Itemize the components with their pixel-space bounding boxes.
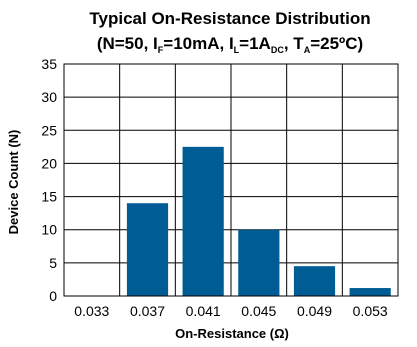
y-tick-label: 35	[41, 56, 57, 72]
bar-0.041	[182, 146, 224, 296]
bar-0.049	[293, 266, 336, 296]
x-tick-label: 0.045	[241, 303, 276, 319]
y-tick-label: 0	[49, 288, 57, 304]
y-tick-label: 20	[41, 155, 57, 171]
chart-subtitle: (N=50, IF=10mA, IL=1ADC, TA=25ºC)	[97, 34, 363, 55]
x-tick-label: 0.049	[297, 303, 332, 319]
y-axis-title: Device Count (N)	[6, 130, 21, 235]
bar-0.053	[349, 288, 391, 296]
gridlines	[63, 63, 399, 297]
x-tick-label: 0.037	[130, 303, 165, 319]
y-tick-label: 10	[41, 222, 57, 238]
x-axis-title: On-Resistance (Ω)	[175, 326, 289, 341]
plot-frame	[63, 63, 399, 297]
bar-0.037	[126, 203, 169, 296]
y-tick-label: 15	[41, 189, 57, 205]
y-tick-label: 30	[41, 89, 57, 105]
y-tick-label: 25	[41, 122, 57, 138]
x-tick-label: 0.033	[74, 303, 109, 319]
chart-title: Typical On-Resistance Distribution	[89, 9, 370, 28]
x-tick-label: 0.053	[353, 303, 388, 319]
bars	[126, 146, 391, 296]
bar-0.045	[238, 229, 280, 296]
x-tick-label: 0.041	[186, 303, 221, 319]
tick-labels: 0 5 10 15 20 25 30 35 0.033 0.037 0.041 0.045 0.049 0…	[41, 56, 399, 319]
y-tick-label: 5	[49, 255, 57, 271]
